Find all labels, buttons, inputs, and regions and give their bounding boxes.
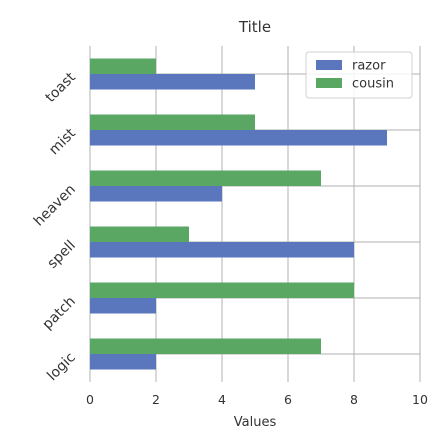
bar-cousin-patch (90, 282, 354, 298)
legend-label-cousin: cousin (352, 77, 394, 92)
category-label-heaven: heaven (31, 182, 79, 230)
x-axis-label: Values (234, 415, 277, 430)
chart-title: Title (238, 18, 271, 36)
bar-razor-patch (90, 298, 156, 314)
x-tick-label: 8 (350, 392, 358, 407)
x-tick-label: 4 (218, 392, 226, 407)
x-tick-label: 6 (284, 392, 292, 407)
legend-swatch-razor (316, 60, 342, 70)
bar-cousin-mist (90, 114, 255, 130)
legend: razor cousin (305, 51, 413, 99)
x-tick-label: 2 (152, 392, 160, 407)
x-tick-label: 10 (412, 392, 428, 407)
category-label-spell: spell (44, 238, 78, 272)
x-tick-labels: 0 2 4 6 8 10 (86, 392, 428, 407)
bar-razor-heaven (90, 186, 222, 202)
bars (90, 58, 387, 370)
category-label-logic: logic (44, 350, 79, 385)
category-label-mist: mist (46, 125, 79, 158)
bar-cousin-logic (90, 338, 321, 354)
legend-swatch-cousin (316, 78, 342, 88)
bar-cousin-heaven (90, 170, 321, 186)
x-tick-label: 0 (86, 392, 94, 407)
bar-cousin-spell (90, 226, 189, 242)
category-label-toast: toast (42, 69, 79, 106)
bar-razor-logic (90, 354, 156, 370)
bar-razor-spell (90, 242, 354, 258)
category-label-patch: patch (40, 294, 79, 333)
category-labels: logic patch spell heaven mist toast (31, 69, 79, 384)
bar-razor-toast (90, 74, 255, 90)
bar-razor-mist (90, 130, 387, 146)
legend-label-razor: razor (352, 59, 386, 74)
bar-cousin-toast (90, 58, 156, 74)
